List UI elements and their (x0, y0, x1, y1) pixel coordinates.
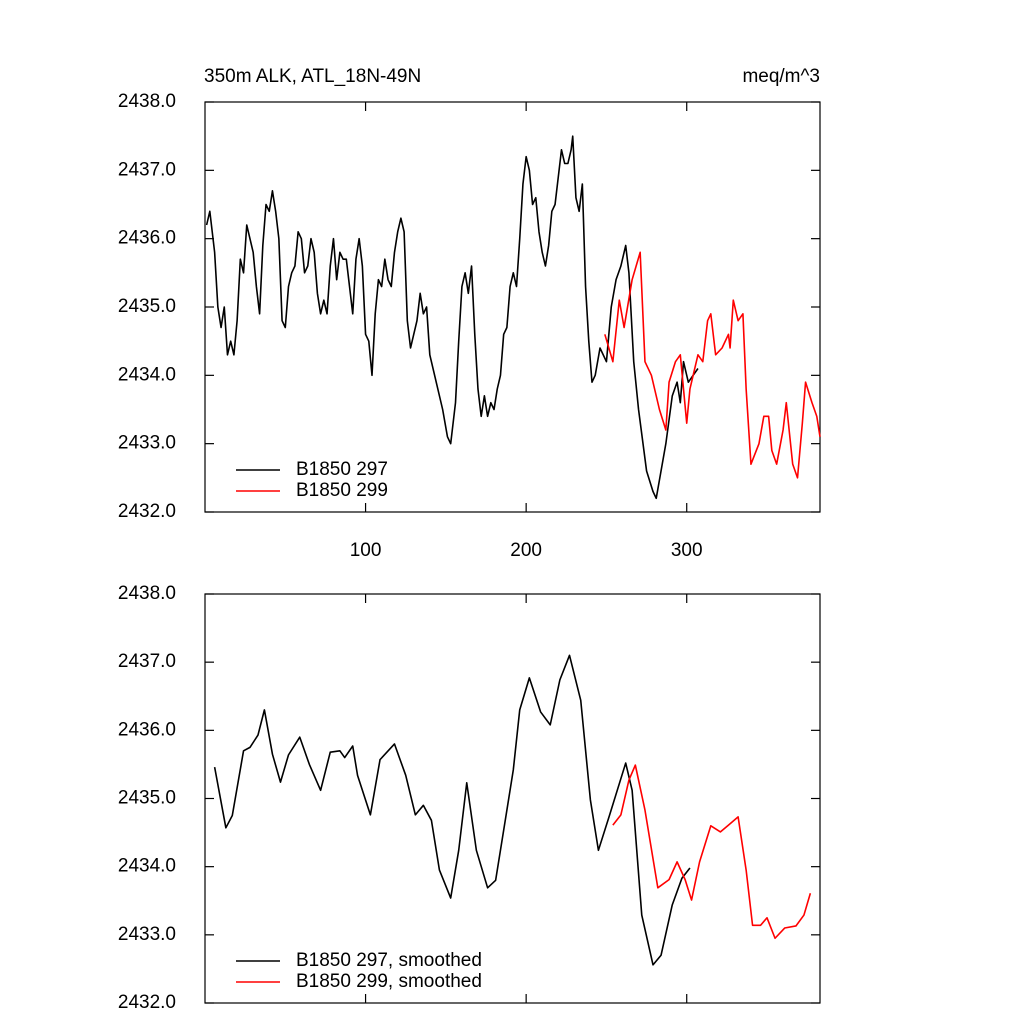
y-tick-label: 2432.0 (118, 992, 176, 1013)
y-tick-label: 2438.0 (118, 91, 176, 112)
data-line (604, 251, 821, 479)
y-tick-label: 2438.0 (118, 583, 176, 604)
y-tick-label: 2435.0 (118, 788, 176, 809)
units-label: meq/m^3 (742, 66, 820, 87)
y-tick-label: 2436.0 (118, 228, 176, 249)
y-tick-label: 2432.0 (118, 501, 176, 522)
data-line (205, 135, 699, 500)
data-line (213, 654, 691, 966)
y-tick-label: 2433.0 (118, 433, 176, 454)
y-tick-label: 2437.0 (118, 651, 176, 672)
legend-label: B1850 299 (296, 480, 388, 501)
legend-label: B1850 297 (296, 459, 388, 480)
y-tick-label: 2436.0 (118, 719, 176, 740)
x-tick-label: 300 (671, 540, 703, 561)
legend-label: B1850 299, smoothed (296, 971, 482, 992)
chart-title: 350m ALK, ATL_18N-49N (204, 66, 421, 87)
plot-frame (204, 593, 821, 1004)
plot-frame (204, 101, 821, 513)
legend-label: B1850 297, smoothed (296, 950, 482, 971)
y-tick-label: 2434.0 (118, 364, 176, 385)
x-tick-label: 200 (510, 540, 542, 561)
y-tick-label: 2434.0 (118, 856, 176, 877)
x-tick-label: 100 (350, 540, 382, 561)
data-line (612, 764, 812, 940)
y-tick-label: 2435.0 (118, 296, 176, 317)
y-tick-label: 2437.0 (118, 159, 176, 180)
y-tick-label: 2433.0 (118, 924, 176, 945)
